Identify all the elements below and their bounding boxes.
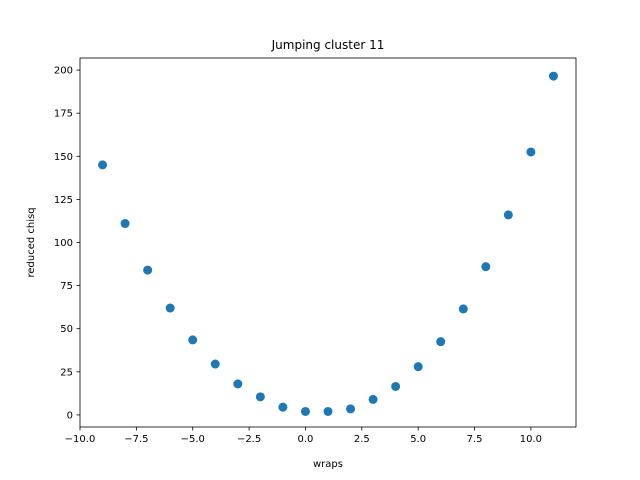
data-point [413,362,423,372]
y-tick-label: 25 [60,367,73,378]
chart-title: Jumping cluster 11 [271,38,385,52]
y-tick-label: 150 [54,152,73,163]
x-tick-label: 0.0 [298,434,314,445]
data-point [165,303,175,313]
y-tick-label: 100 [54,238,73,249]
data-point [458,304,468,314]
x-tick-label: 10.0 [520,434,542,445]
x-tick-label: 7.5 [467,434,483,445]
data-point [346,404,356,414]
y-tick-label: 125 [54,195,73,206]
y-tick-label: 75 [60,281,73,292]
data-point [368,394,378,404]
x-tick-label: −5.0 [181,434,205,445]
data-point [526,147,536,157]
data-point [255,392,265,402]
data-point [436,337,446,347]
y-axis-label: reduced chisq [26,207,37,277]
data-point [481,262,491,272]
data-point [233,379,243,389]
data-point [98,160,108,170]
x-tick-label: −10.0 [65,434,96,445]
y-tick-label: 175 [54,109,73,120]
data-point [300,406,310,416]
y-tick-label: 0 [67,410,73,421]
data-point [143,265,153,275]
x-tick-label: −7.5 [124,434,148,445]
data-point [210,359,220,369]
data-point [188,335,198,345]
x-tick-label: 2.5 [354,434,370,445]
x-tick-label: −2.5 [237,434,261,445]
data-point [548,71,558,81]
y-axis-ticks: 0 25 50 75 100 125 150 175 200 [54,66,80,421]
y-tick-label: 50 [60,324,73,335]
x-axis-ticks: −10.0 −7.5 −5.0 −2.5 0.0 2.5 5.0 7.5 10.0 [65,427,542,445]
plot-frame [79,57,577,428]
data-point [323,406,333,416]
x-axis-label: wraps [313,459,343,470]
data-point [391,381,401,391]
data-point [503,210,513,220]
x-tick-label: 5.0 [410,434,426,445]
data-point [120,219,130,229]
data-point [278,402,288,412]
data-points [98,71,558,416]
y-tick-label: 200 [54,66,73,77]
